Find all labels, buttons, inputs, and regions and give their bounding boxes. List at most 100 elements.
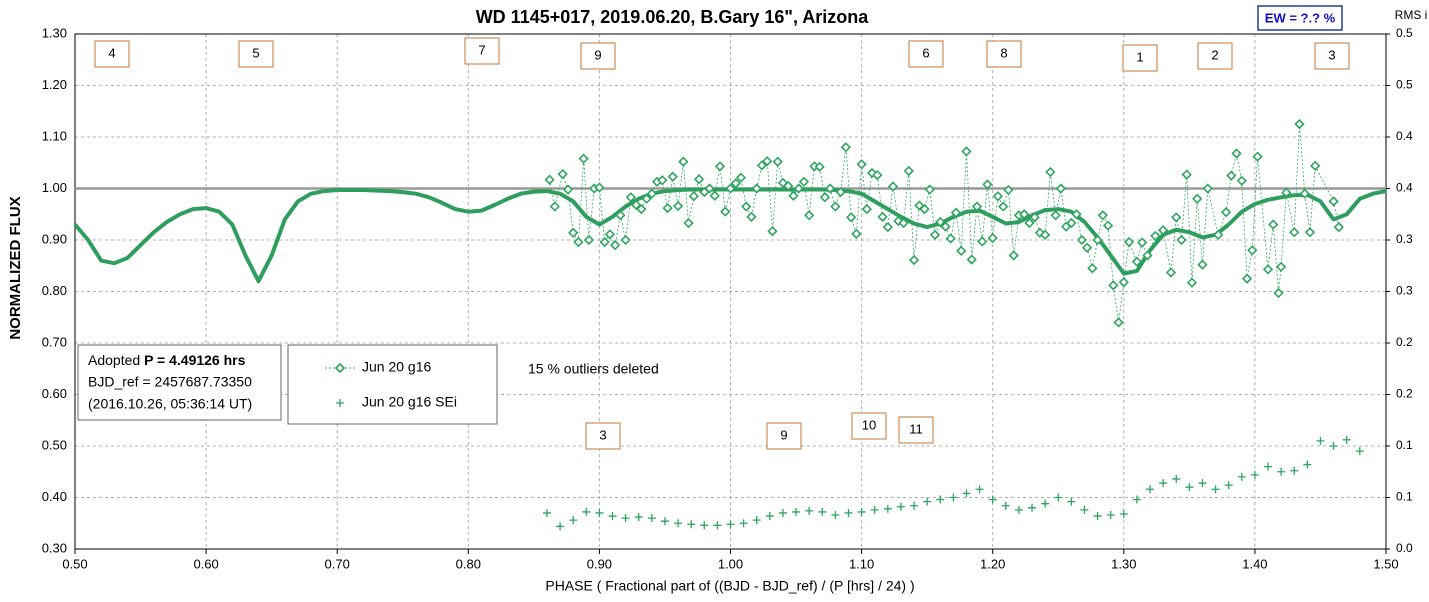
flux-point bbox=[861, 203, 872, 215]
flux-point bbox=[678, 156, 689, 167]
flux-point bbox=[751, 183, 762, 194]
flux-point bbox=[562, 184, 574, 195]
sei-point bbox=[1277, 467, 1286, 476]
x-tick-label: 1.10 bbox=[849, 556, 874, 571]
flux-point bbox=[814, 161, 825, 173]
flux-point bbox=[887, 181, 899, 192]
dip-label-box bbox=[580, 42, 616, 70]
flux-point bbox=[929, 229, 941, 240]
flux-point bbox=[992, 191, 1004, 202]
sei-point bbox=[1224, 481, 1233, 490]
flux-point bbox=[688, 191, 699, 202]
y2-tick-label: 0.3 bbox=[1396, 232, 1413, 246]
flux-point bbox=[1231, 148, 1242, 159]
flux-point bbox=[1268, 219, 1279, 230]
flux-point bbox=[1202, 183, 1213, 194]
flux-point bbox=[961, 146, 972, 157]
info-date: (2016.10.26, 05:36:14 UT) bbox=[88, 396, 252, 412]
dip-label: 10 bbox=[862, 417, 876, 432]
sei-point bbox=[1028, 503, 1037, 512]
y2-tick-label: 0.4 bbox=[1396, 129, 1413, 143]
flux-point bbox=[725, 183, 736, 194]
flux-point bbox=[641, 193, 652, 204]
info-box bbox=[77, 344, 282, 421]
sei-point bbox=[1067, 497, 1076, 506]
legend-symbol bbox=[334, 362, 346, 374]
sei-point bbox=[1106, 511, 1115, 520]
flux-point bbox=[1273, 287, 1284, 299]
y-tick-label: 0.30 bbox=[42, 540, 67, 555]
y-tick-label: 1.20 bbox=[42, 77, 67, 92]
flux-point bbox=[756, 160, 768, 171]
plot-area bbox=[73, 33, 1387, 550]
sei-point bbox=[936, 495, 945, 504]
y-tick-label: 0.40 bbox=[42, 489, 67, 504]
sei-point bbox=[674, 519, 683, 528]
ew-label: EW = ?.? % bbox=[1265, 10, 1336, 25]
flux-point bbox=[1247, 245, 1258, 256]
x-tick-label: 1.40 bbox=[1242, 556, 1267, 571]
flux-point bbox=[767, 226, 778, 237]
dip-label-box bbox=[986, 40, 1022, 68]
flux-point bbox=[903, 165, 914, 177]
flux-point bbox=[657, 175, 668, 186]
flux-point bbox=[1241, 273, 1253, 284]
sei-point bbox=[1185, 483, 1194, 492]
sei-point bbox=[608, 512, 617, 521]
sei-point bbox=[1172, 474, 1181, 483]
flux-point bbox=[746, 211, 757, 222]
y-tick-label: 0.60 bbox=[42, 386, 67, 401]
flux-point bbox=[1299, 188, 1310, 199]
y-tick-label: 1.10 bbox=[42, 128, 67, 143]
flux-point bbox=[851, 228, 862, 239]
dip-label: 7 bbox=[478, 42, 485, 57]
x-axis-label: PHASE ( Fractional part of ((BJD - BJD_r… bbox=[545, 578, 914, 594]
x-tick-label: 1.00 bbox=[718, 556, 743, 571]
flux-point bbox=[594, 182, 605, 193]
flux-point bbox=[735, 172, 747, 183]
flux-point bbox=[1108, 280, 1119, 291]
flux-point bbox=[856, 159, 867, 170]
flux-point bbox=[646, 188, 657, 199]
dip-label-box bbox=[585, 422, 621, 450]
sei-point bbox=[805, 506, 814, 515]
sei-point bbox=[883, 504, 892, 513]
sei-point bbox=[896, 502, 905, 511]
flux-point bbox=[544, 174, 555, 185]
flux-point bbox=[977, 236, 988, 247]
flux-point bbox=[1213, 229, 1224, 240]
flux-point bbox=[1275, 261, 1287, 272]
flux-point bbox=[709, 190, 720, 201]
sei-point bbox=[962, 489, 971, 498]
sei-point bbox=[1303, 460, 1312, 469]
sei-point bbox=[1264, 462, 1273, 471]
flux-point bbox=[568, 227, 579, 238]
sei-point bbox=[1159, 479, 1168, 488]
y2-tick-label: 0.4 bbox=[1396, 181, 1413, 195]
sei-point bbox=[1237, 472, 1246, 481]
sei-point bbox=[870, 505, 879, 514]
sei-point bbox=[556, 522, 565, 531]
sei-point bbox=[1014, 505, 1023, 514]
flux-point bbox=[1102, 220, 1114, 231]
flux-point bbox=[1304, 227, 1316, 238]
flux-point bbox=[971, 201, 983, 212]
dip-label: 2 bbox=[1211, 47, 1218, 62]
flux-point bbox=[1236, 175, 1247, 186]
sei-point bbox=[1001, 501, 1010, 510]
flux-point bbox=[835, 186, 846, 198]
flux-point bbox=[667, 171, 678, 182]
flux-point bbox=[982, 179, 993, 190]
x-tick-label: 0.50 bbox=[62, 556, 87, 571]
flux-point bbox=[1226, 170, 1237, 181]
flux-point bbox=[1019, 209, 1030, 220]
flux-point bbox=[1097, 210, 1108, 221]
flux-point bbox=[1087, 263, 1098, 274]
sei-point bbox=[739, 519, 748, 528]
dip-label-box bbox=[898, 416, 934, 444]
dip-label-box bbox=[94, 40, 130, 68]
y2-axis-label: RMS i bbox=[1395, 8, 1428, 22]
flux-point bbox=[741, 201, 752, 212]
flux-point bbox=[1131, 256, 1143, 267]
